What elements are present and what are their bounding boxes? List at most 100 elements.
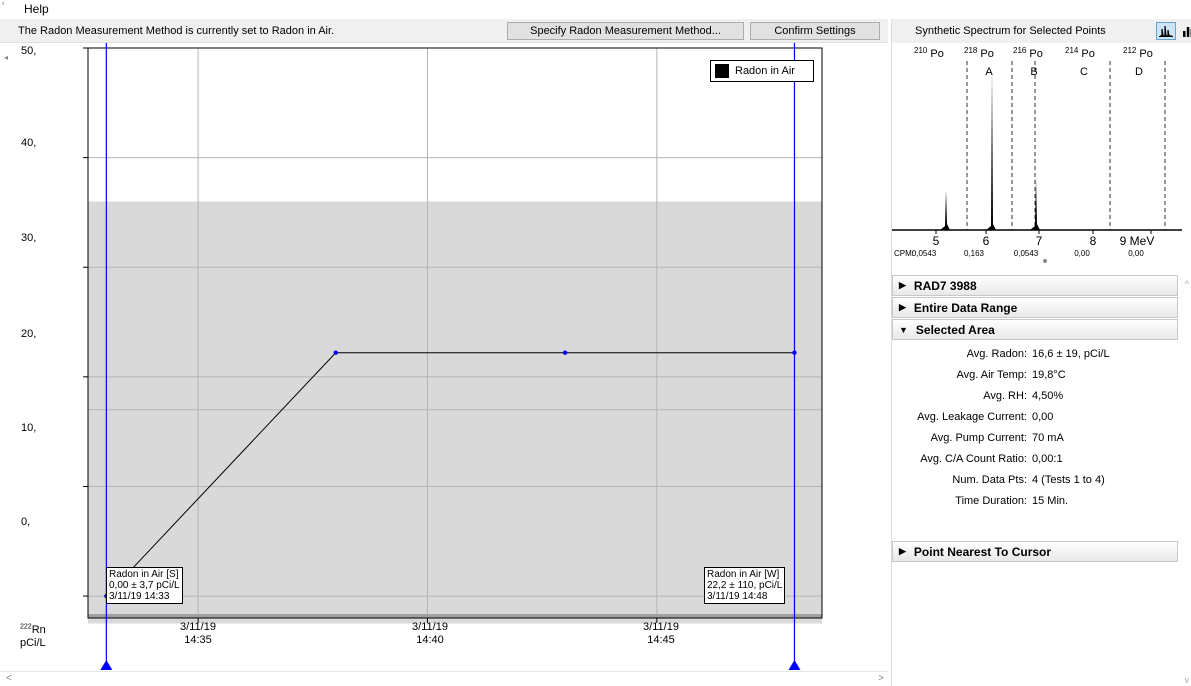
detail-value: 70 mA bbox=[1032, 431, 1064, 444]
section-selected-area-label: Selected Area bbox=[915, 322, 995, 337]
annotation-line: Radon in Air [W] bbox=[707, 569, 780, 580]
y-axis-label: pCi/L bbox=[20, 636, 46, 649]
series-line bbox=[105, 352, 795, 597]
confirm-settings-button[interactable]: Confirm Settings bbox=[750, 22, 880, 40]
right-panel: Synthetic Spectrum for Selected Points 2… bbox=[891, 19, 1191, 686]
x-tick-date: 3/11/19 bbox=[412, 621, 448, 633]
expand-right-icon: ▶ bbox=[899, 302, 906, 312]
annotation-line: 22,2 ± 110, pCi/L bbox=[707, 580, 783, 591]
detail-row: Avg. C/A Count Ratio: 0,00:1 bbox=[892, 448, 1178, 469]
menu-help[interactable]: Help bbox=[24, 2, 49, 16]
window-label: A bbox=[985, 66, 993, 78]
detail-value: 19,8°C bbox=[1032, 368, 1066, 381]
isotope-label: 210 Po bbox=[914, 46, 944, 60]
cpm-value: 0,00 bbox=[1128, 249, 1144, 258]
isotope-symbol: Rn bbox=[31, 623, 46, 636]
section-nearest-point-label: Point Nearest To Cursor bbox=[913, 544, 1052, 559]
chart-legend: Radon in Air bbox=[710, 60, 814, 82]
spectrum-peak bbox=[986, 70, 996, 230]
left-scroll-edge: ◂ bbox=[0, 43, 14, 675]
detail-row: Avg. RH: 4,50% bbox=[892, 385, 1178, 406]
detail-row: Avg. Leakage Current: 0,00 bbox=[892, 406, 1178, 427]
detail-label: Avg. C/A Count Ratio: bbox=[920, 452, 1027, 465]
window-label: B bbox=[1030, 66, 1037, 78]
legend-label: Radon in Air bbox=[735, 65, 795, 77]
cursor-handle bbox=[788, 660, 801, 670]
selected-area-details: Avg. Radon: 16,6 ± 19, pCi/L Avg. Air Te… bbox=[892, 341, 1178, 511]
radon-chart[interactable]: 50, 40, 30, 20, 10, 0, 222Rn pCi/L 3/11/… bbox=[14, 43, 888, 670]
annotation-line: 3/11/19 14:48 bbox=[707, 591, 768, 602]
plot-frame bbox=[87, 47, 823, 619]
detail-value: 4,50% bbox=[1032, 389, 1064, 402]
isotope-label: 214 Po bbox=[1065, 46, 1095, 60]
detail-row: Avg. Pump Current: 70 mA bbox=[892, 427, 1178, 448]
scroll-right-arrow-icon[interactable]: > bbox=[878, 673, 884, 684]
spectrum-title: Synthetic Spectrum for Selected Points bbox=[915, 25, 1106, 37]
collapse-down-icon: ▼ bbox=[899, 324, 908, 335]
x-tick-label: 3/11/19 14:45 bbox=[631, 621, 691, 647]
detail-value: 15 Min. bbox=[1032, 494, 1069, 507]
status-toolbar: The Radon Measurement Method is currentl… bbox=[0, 19, 888, 43]
cursor-handle bbox=[100, 660, 113, 670]
energy-tick-label: 9 MeV bbox=[1120, 234, 1155, 248]
detail-value: 4 (Tests 1 to 4) bbox=[1032, 473, 1105, 486]
energy-tick-label: 7 bbox=[1036, 234, 1043, 248]
detail-label: Avg. Pump Current: bbox=[930, 431, 1027, 444]
window-label: C bbox=[1080, 66, 1088, 78]
spectrum-peak bbox=[940, 190, 950, 230]
method-status-text: The Radon Measurement Method is currentl… bbox=[18, 25, 335, 37]
section-device[interactable]: ▶ RAD7 3988 bbox=[892, 275, 1178, 296]
legend-swatch bbox=[715, 64, 729, 78]
section-gap bbox=[892, 511, 1178, 541]
annotation-line: 3/11/19 14:33 bbox=[109, 591, 170, 602]
detail-value: 0,00 bbox=[1032, 410, 1054, 423]
detail-label: Num. Data Pts: bbox=[952, 473, 1027, 486]
x-tick-date: 3/11/19 bbox=[643, 621, 679, 633]
cpm-label: CPM: bbox=[894, 249, 914, 258]
annotation-line: Radon in Air [S] bbox=[109, 569, 179, 580]
detail-row: Num. Data Pts: 4 (Tests 1 to 4) bbox=[892, 469, 1178, 490]
detail-row: Time Duration: 15 Min. bbox=[892, 490, 1178, 511]
cpm-value: 0,0543 bbox=[912, 249, 937, 258]
detail-label: Avg. RH: bbox=[983, 389, 1027, 402]
cpm-value: 0,00 bbox=[1074, 249, 1090, 258]
y-tick-label: 20, bbox=[21, 328, 37, 340]
end-point-annotation: Radon in Air [W] 22,2 ± 110, pCi/L 3/11/… bbox=[704, 567, 786, 604]
cpm-value: 0,0543 bbox=[1014, 249, 1039, 258]
start-point-annotation: Radon in Air [S] 0,00 ± 3,7 pCi/L 3/11/1… bbox=[106, 567, 183, 604]
detail-label: Avg. Leakage Current: bbox=[917, 410, 1027, 423]
isotope-label: 216 Po bbox=[1013, 46, 1043, 60]
expand-right-icon: ▶ bbox=[899, 280, 906, 290]
x-tick-time: 14:35 bbox=[184, 634, 212, 646]
details-panel: ▶ RAD7 3988 ▶ Entire Data Range ▼ Select… bbox=[892, 275, 1178, 563]
scroll-left-arrow-icon[interactable]: < bbox=[6, 673, 12, 684]
y-tick-label: 10, bbox=[21, 422, 37, 434]
expand-right-icon: ▶ bbox=[899, 546, 906, 556]
x-tick-date: 3/11/19 bbox=[180, 621, 216, 633]
section-selected-area[interactable]: ▼ Selected Area bbox=[892, 319, 1178, 340]
section-nearest-point[interactable]: ▶ Point Nearest To Cursor bbox=[892, 541, 1178, 562]
annotation-line: 0,00 ± 3,7 pCi/L bbox=[109, 580, 180, 591]
detail-value: 0,00:1 bbox=[1032, 452, 1063, 465]
scroll-up-icon[interactable]: ^ bbox=[1184, 279, 1189, 289]
data-point bbox=[333, 350, 338, 355]
chart-canvas[interactable] bbox=[14, 43, 888, 670]
bars-view-icon[interactable] bbox=[1178, 22, 1191, 40]
scroll-down-icon[interactable]: v bbox=[1184, 675, 1190, 685]
spectrum-plot[interactable]: 210 Po 218 Po 216 Po 214 Po 212 Po A B C D 5 6 7 8 9 MeV CP… bbox=[892, 43, 1191, 273]
specify-method-button[interactable]: Specify Radon Measurement Method... bbox=[507, 22, 744, 40]
scroll-left-icon: ◂ bbox=[4, 53, 9, 62]
uncertainty-band bbox=[88, 201, 822, 624]
y-tick-label: 0, bbox=[21, 516, 31, 528]
horizontal-scrollbar[interactable]: < > bbox=[0, 671, 888, 686]
detail-label: Time Duration: bbox=[955, 494, 1027, 507]
energy-tick-label: 5 bbox=[933, 234, 940, 248]
window-label: D bbox=[1135, 66, 1143, 78]
x-tick-label: 3/11/19 14:35 bbox=[168, 621, 228, 647]
isotope-label: 218 Po bbox=[964, 46, 994, 60]
x-tick-time: 14:40 bbox=[416, 634, 444, 646]
y-tick-label: 40, bbox=[21, 137, 37, 149]
menu-edge-glyph: ʻ bbox=[2, 1, 5, 13]
peaks-view-icon[interactable] bbox=[1156, 22, 1176, 40]
section-entire-range[interactable]: ▶ Entire Data Range bbox=[892, 297, 1178, 318]
